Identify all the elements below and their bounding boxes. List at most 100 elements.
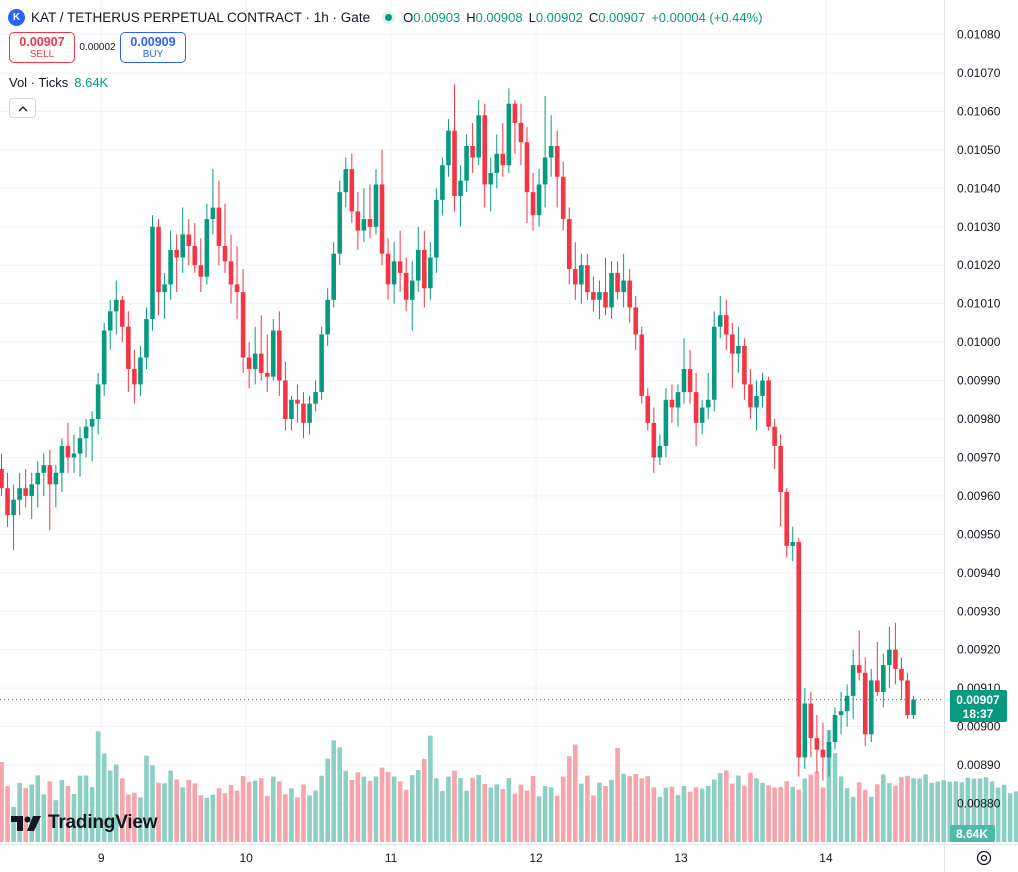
candle bbox=[826, 730, 832, 777]
candle bbox=[742, 338, 747, 400]
volume-bar bbox=[47, 781, 53, 842]
volume-bar bbox=[246, 781, 252, 842]
candle bbox=[881, 653, 886, 708]
collapse-legend-button[interactable] bbox=[9, 98, 36, 118]
candle bbox=[458, 165, 463, 227]
volume-bar bbox=[548, 787, 554, 842]
volume-bar bbox=[452, 770, 457, 842]
y-tick-label: 0.00970 bbox=[957, 450, 1001, 464]
candle bbox=[862, 657, 868, 746]
candle bbox=[566, 207, 572, 285]
volume-bar bbox=[953, 781, 959, 842]
candle bbox=[452, 84, 457, 212]
volume-bar bbox=[107, 770, 113, 842]
candle bbox=[554, 130, 560, 208]
price-axis[interactable]: 0.01080 0.01070 0.01060 0.01050 0.01040 0.010… bbox=[957, 28, 1001, 811]
candle bbox=[669, 384, 675, 423]
candle bbox=[633, 295, 638, 350]
volume-legend[interactable]: Vol · Ticks 8.64K bbox=[9, 75, 108, 90]
y-tick-label: 0.01030 bbox=[957, 220, 1001, 234]
candle bbox=[530, 172, 536, 231]
volume-bar bbox=[289, 788, 294, 842]
volume-bar bbox=[228, 785, 234, 842]
sell-button[interactable]: 0.00907 SELL bbox=[9, 32, 75, 63]
volume-bar bbox=[29, 784, 34, 842]
symbol-title[interactable]: KAT / TETHERUS PERPETUAL CONTRACT · 1h ·… bbox=[31, 9, 371, 25]
volume-bar bbox=[524, 790, 530, 842]
candle bbox=[639, 326, 645, 404]
candle bbox=[113, 280, 119, 335]
candle bbox=[337, 180, 343, 266]
candle bbox=[101, 322, 107, 396]
low-label: L bbox=[528, 9, 536, 25]
candle bbox=[784, 488, 789, 558]
market-status-icon[interactable] bbox=[382, 10, 396, 24]
candle bbox=[542, 96, 548, 208]
volume-bar bbox=[403, 789, 409, 842]
candle bbox=[11, 484, 16, 550]
candle bbox=[258, 315, 264, 381]
y-tick-label: 0.01060 bbox=[957, 104, 1001, 118]
candle bbox=[796, 538, 802, 777]
candle bbox=[693, 372, 699, 446]
candle bbox=[150, 215, 155, 331]
x-tick-label: 12 bbox=[529, 851, 543, 865]
candle bbox=[144, 307, 149, 370]
y-tick-label: 0.00920 bbox=[957, 643, 1001, 657]
candle bbox=[875, 642, 880, 696]
volume-bar bbox=[379, 767, 385, 842]
volume-bar bbox=[458, 778, 463, 842]
volume-bar bbox=[168, 770, 173, 842]
volume-bar bbox=[730, 783, 735, 842]
symbol-legend[interactable]: K KAT / TETHERUS PERPETUAL CONTRACT · 1h… bbox=[8, 6, 763, 28]
candle bbox=[512, 99, 518, 154]
volume-bar bbox=[518, 784, 524, 842]
candle bbox=[675, 384, 681, 427]
volume-bar bbox=[512, 793, 518, 842]
volume-bar bbox=[579, 783, 584, 842]
candle bbox=[905, 672, 910, 719]
volume-bar bbox=[633, 773, 638, 842]
candle bbox=[89, 411, 95, 462]
gear-icon[interactable] bbox=[975, 849, 993, 867]
x-tick-label: 10 bbox=[239, 851, 253, 865]
volume-bar bbox=[234, 790, 240, 842]
candle bbox=[289, 395, 294, 431]
volume-bar bbox=[434, 778, 439, 842]
buy-button[interactable]: 0.00909 BUY bbox=[120, 32, 186, 63]
volume-bar bbox=[675, 795, 681, 842]
candle bbox=[754, 380, 759, 431]
candle bbox=[663, 388, 669, 458]
low-value: 0.00902 bbox=[535, 9, 583, 25]
volume-bar bbox=[162, 783, 167, 842]
candle bbox=[301, 392, 306, 439]
y-tick-label: 0.00950 bbox=[957, 527, 1001, 541]
candle bbox=[609, 261, 614, 320]
volume-bar bbox=[947, 781, 953, 842]
candle bbox=[470, 122, 475, 173]
candle bbox=[23, 468, 28, 508]
candle bbox=[83, 419, 89, 458]
volume-bar bbox=[367, 780, 373, 842]
y-tick-label: 0.01070 bbox=[957, 66, 1001, 80]
volume-bar bbox=[760, 782, 765, 842]
candle bbox=[228, 234, 234, 304]
tradingview-logo[interactable]: TradingView bbox=[11, 812, 158, 834]
volume-bar bbox=[802, 778, 808, 842]
volume-bar bbox=[391, 776, 397, 842]
volume-bar bbox=[428, 735, 433, 842]
y-tick-label: 0.01010 bbox=[957, 297, 1001, 311]
candle bbox=[548, 115, 554, 177]
candle bbox=[71, 434, 77, 473]
volume-bar bbox=[11, 806, 16, 842]
candle bbox=[162, 272, 167, 320]
candle bbox=[772, 419, 777, 469]
open-label: O bbox=[403, 9, 414, 25]
volume-bar bbox=[748, 772, 753, 842]
volume-bar bbox=[887, 783, 892, 842]
candle bbox=[192, 222, 198, 273]
candle bbox=[174, 234, 179, 293]
time-axis[interactable]: 9 10 11 12 13 14 bbox=[98, 851, 833, 865]
candle bbox=[35, 461, 41, 508]
